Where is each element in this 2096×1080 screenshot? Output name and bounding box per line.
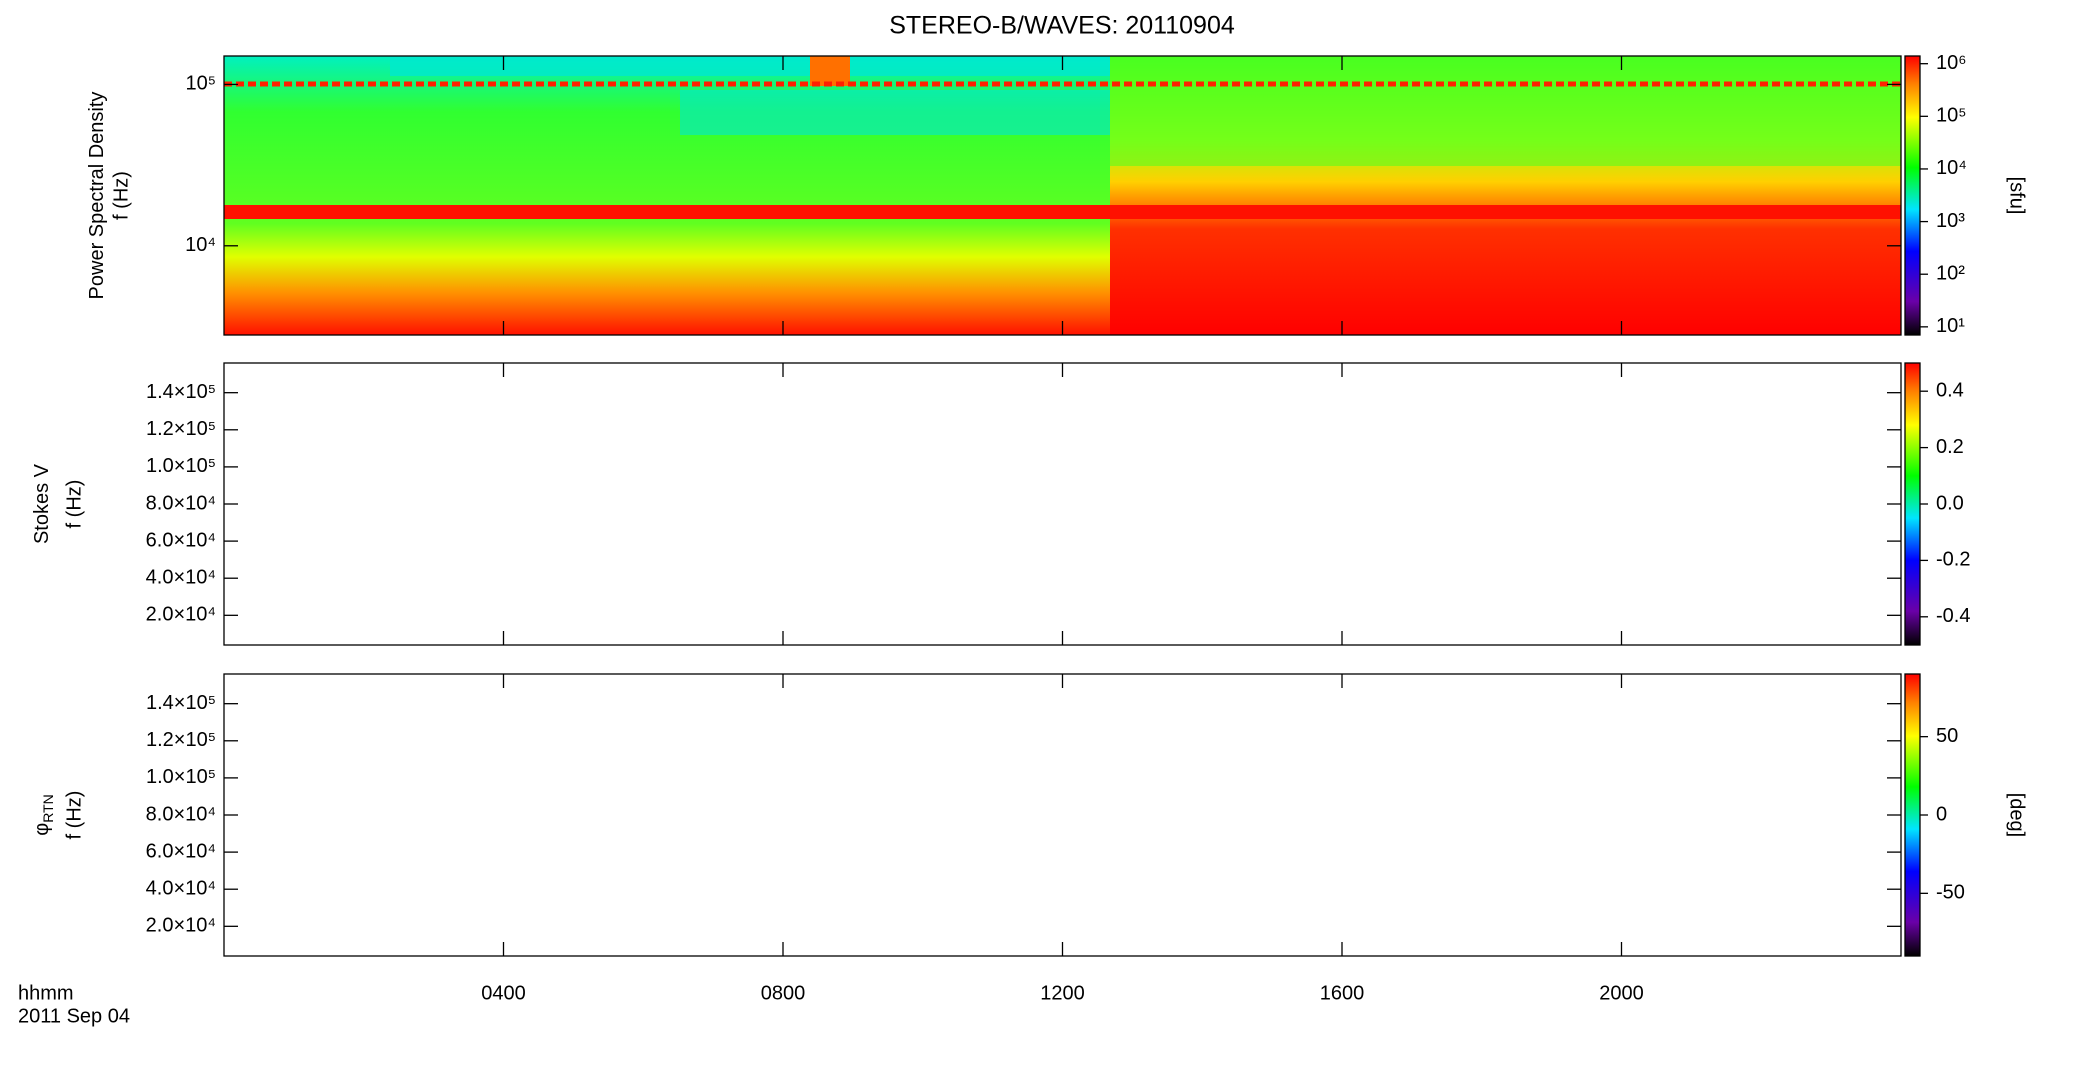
y-axis-label: φRTN — [31, 794, 55, 836]
panel-frame — [223, 673, 1902, 957]
date-label: 2011 Sep 04 — [18, 1005, 130, 1027]
colorbar-tick-label: 10² — [1936, 262, 1965, 284]
y-tick-label: 1.2×10⁵ — [146, 418, 216, 440]
y-tick-label: 10⁵ — [185, 73, 216, 95]
y-tick-label: 1.2×10⁵ — [146, 729, 216, 751]
y-axis-label-text: Power Spectral Density — [86, 92, 108, 300]
colorbar-tick-label: 10⁶ — [1936, 52, 1966, 74]
x-tick-label: 1200 — [1040, 982, 1085, 1004]
colorbar-label: [sfu] — [2006, 177, 2028, 215]
y-axis-label: f (Hz) — [63, 480, 85, 529]
y-axis-label: Stokes V — [31, 463, 53, 544]
y-tick-label: 1.0×10⁵ — [146, 455, 216, 477]
colorbar-tick-label: 10⁵ — [1936, 105, 1967, 127]
y-tick-label: 8.0×10⁴ — [146, 492, 216, 514]
y-tick-label: 1.0×10⁵ — [146, 766, 216, 788]
colorbar-tick-label: -50 — [1936, 882, 1965, 904]
colorbar-tick-label: -0.4 — [1936, 605, 1970, 627]
colorbar — [1904, 55, 1921, 336]
y-tick-label: 4.0×10⁴ — [146, 877, 216, 899]
colorbar-tick-label: 50 — [1936, 725, 1958, 747]
y-tick-label: 2.0×10⁴ — [146, 604, 216, 626]
panel-frame — [223, 362, 1902, 646]
x-tick-label: 1600 — [1320, 982, 1365, 1004]
y-tick-label: 2.0×10⁴ — [146, 915, 216, 937]
colorbar-tick-label: 10³ — [1936, 210, 1965, 232]
y-axis-label: f (Hz) — [110, 171, 132, 220]
colorbar-tick-label: 10⁴ — [1936, 157, 1967, 179]
colorbar-tick-label: 0.4 — [1936, 379, 1964, 401]
colorbar-tick-label: 0.0 — [1936, 492, 1964, 514]
chart-title: STEREO-B/WAVES: 20110904 — [889, 12, 1235, 40]
colorbar — [1904, 673, 1921, 957]
spectrogram-fill — [390, 56, 1110, 76]
spectrogram-fill — [224, 205, 1901, 219]
x-axis-label: hhmm — [18, 982, 74, 1004]
colorbar-tick-label: 0.2 — [1936, 436, 1964, 458]
y-axis-label-text: φ — [31, 823, 53, 836]
x-tick-label: 2000 — [1599, 982, 1644, 1004]
y-axis-label-sub: RTN — [40, 794, 56, 823]
y-tick-label: 10⁴ — [185, 234, 216, 256]
spectrogram-fill — [810, 56, 850, 86]
y-tick-label: 4.0×10⁴ — [146, 566, 216, 588]
spectrogram-fill — [1110, 56, 1901, 166]
y-tick-label: 1.4×10⁵ — [146, 381, 216, 403]
colorbar — [1904, 362, 1921, 646]
spectrogram-image — [224, 56, 1901, 335]
y-tick-label: 6.0×10⁴ — [146, 529, 216, 551]
spectrogram-fill — [680, 90, 1110, 135]
y-tick-label: 1.4×10⁵ — [146, 692, 216, 714]
y-axis-label: f (Hz) — [63, 791, 85, 840]
y-tick-label: 6.0×10⁴ — [146, 840, 216, 862]
y-tick-label: 8.0×10⁴ — [146, 803, 216, 825]
colorbar-tick-label: 0 — [1936, 803, 1947, 825]
x-tick-label: 0800 — [761, 982, 806, 1004]
colorbar-tick-label: -0.2 — [1936, 549, 1970, 571]
y-axis-label-text: Stokes V — [31, 463, 53, 544]
y-axis-label: Power Spectral Density — [86, 92, 108, 300]
x-tick-label: 0400 — [481, 982, 526, 1004]
colorbar-label: [deg] — [2006, 793, 2028, 837]
colorbar-tick-label: 10¹ — [1936, 315, 1965, 337]
